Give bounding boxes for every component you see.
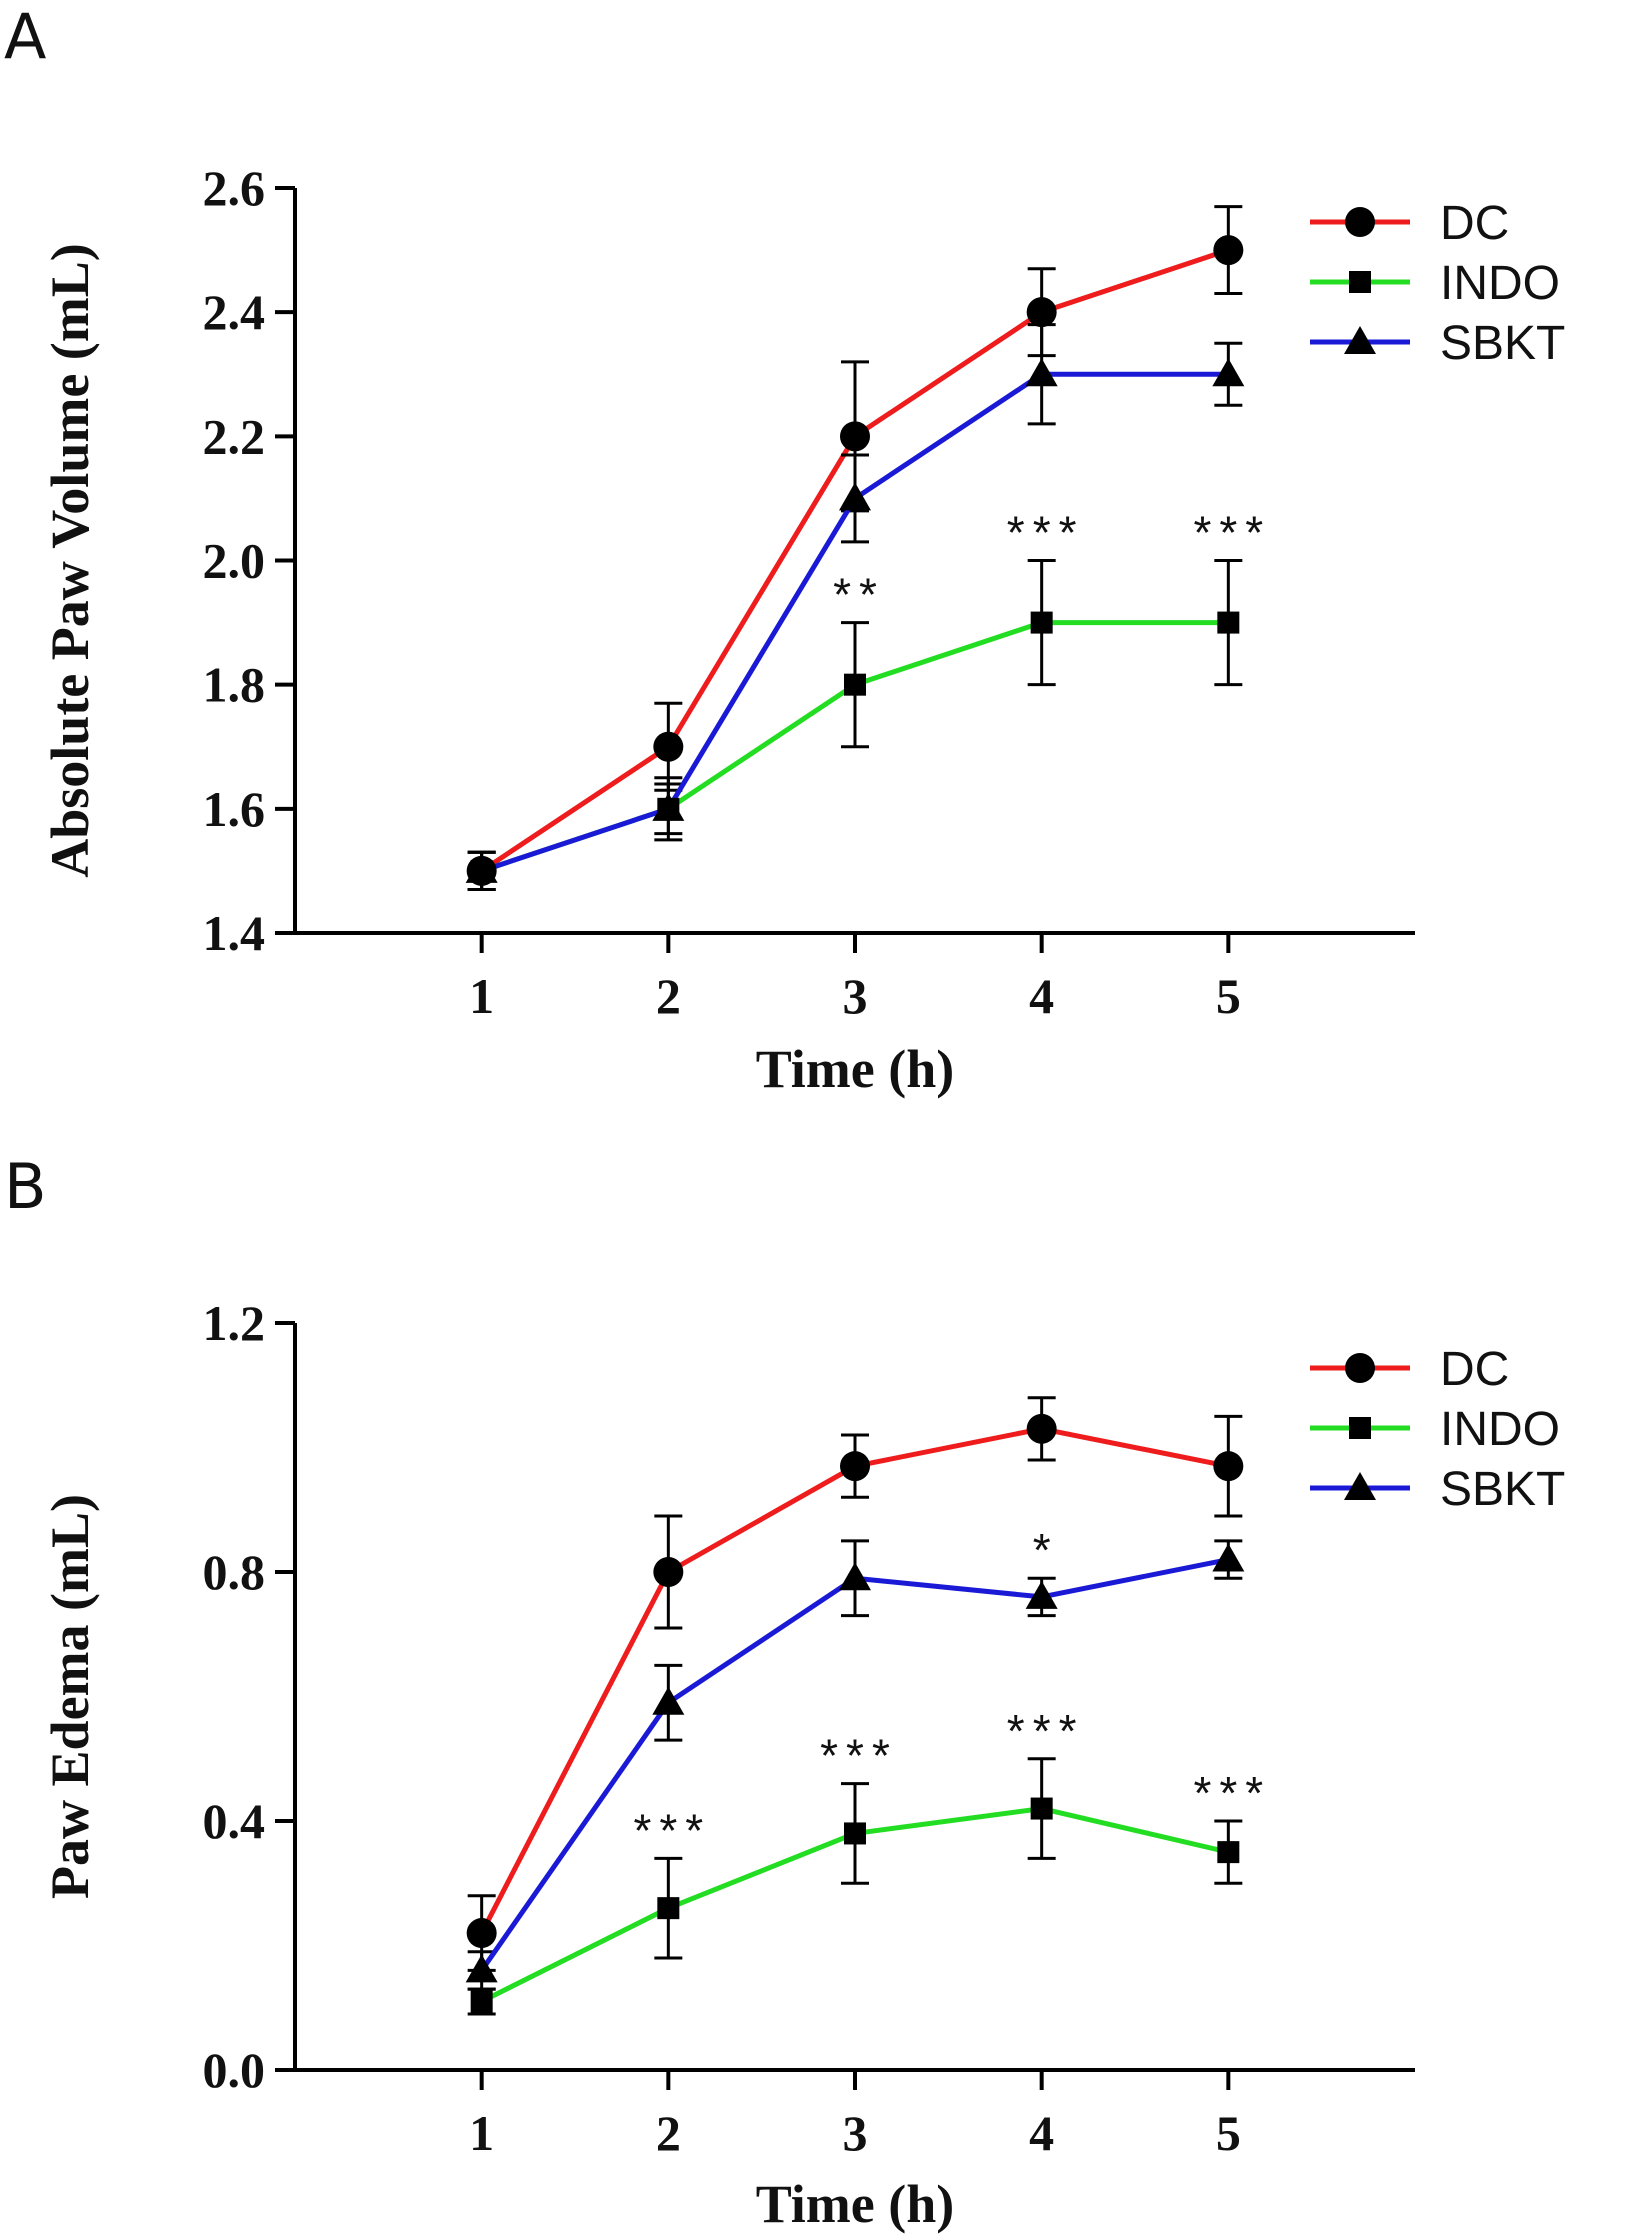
x-tick-label: 1 [469, 968, 494, 1024]
data-point-sbkt [652, 1686, 685, 1715]
legend: DC INDO SBKT [1310, 1343, 1565, 1516]
data-point-sbkt [1212, 358, 1245, 387]
data-point-sbkt [1025, 1580, 1058, 1609]
data-point-sbkt [1025, 358, 1058, 387]
legend-marker-indo [1349, 1417, 1371, 1439]
x-tick-label: 3 [843, 2105, 868, 2161]
legend-marker-indo [1349, 271, 1371, 293]
x-tick-label: 1 [469, 2105, 494, 2161]
significance-marker: * [1033, 1524, 1059, 1576]
x-axis-title: Time (h) [756, 2174, 955, 2234]
y-tick-label: 2.6 [203, 160, 266, 216]
legend-label-dc: DC [1440, 1343, 1509, 1396]
data-point-sbkt [652, 792, 685, 821]
legend-label-dc: DC [1440, 197, 1509, 250]
data-point-indo [1217, 1841, 1240, 1864]
data-point-indo [1030, 1797, 1053, 1820]
legend-label-sbkt: SBKT [1440, 1463, 1565, 1516]
y-tick-label: 1.2 [203, 1295, 266, 1351]
x-tick-label: 2 [656, 2105, 681, 2161]
significance-marker: *** [1193, 1767, 1271, 1819]
data-point-sbkt [465, 1954, 498, 1983]
y-axis-title: Paw Edema (mL) [40, 1494, 100, 1899]
x-tick-label: 3 [843, 968, 868, 1024]
y-tick-label: 2.2 [203, 408, 266, 464]
y-tick-label: 0.8 [203, 1544, 266, 1600]
y-tick-label: 0.4 [203, 1793, 266, 1849]
data-point-indo [844, 1822, 866, 1845]
data-point-dc [1026, 297, 1057, 328]
significance-marker: *** [633, 1804, 711, 1856]
x-tick-label: 4 [1029, 968, 1054, 1024]
data-point-indo [657, 1897, 680, 1920]
significance-marker: *** [1193, 507, 1271, 559]
chart-panel-a: 1.4 1.6 1.8 2.0 2.2 2.4 2.6 1 2 3 4 5 Time (h) Absolu… [40, 160, 1565, 1099]
legend-marker-sbkt [1344, 1472, 1376, 1500]
legend: DC INDO SBKT [1310, 197, 1565, 370]
data-point-sbkt [839, 482, 871, 511]
y-axis-title: Absolute Paw Volume (mL) [40, 243, 100, 878]
series-line-dc [480, 247, 1230, 873]
y-tick-label: 1.8 [203, 657, 266, 713]
series-dc [467, 205, 1243, 892]
chart-panel-b: 0.0 0.4 0.8 1.2 1 2 3 4 5 Time (h) Paw Edema (mL) *… [40, 1295, 1565, 2234]
series-indo [467, 1757, 1243, 2016]
data-point-sbkt [1212, 1543, 1245, 1572]
legend-label-indo: INDO [1440, 1403, 1560, 1456]
panel-label-b: B [4, 1150, 47, 1223]
significance-marker: *** [1007, 507, 1085, 559]
data-point-dc [840, 1451, 870, 1482]
x-axis-title: Time (h) [756, 1039, 955, 1099]
y-tick-label: 2.0 [203, 533, 266, 589]
data-point-dc [1213, 235, 1244, 266]
significance-marker: *** [820, 1730, 898, 1782]
data-point-indo [844, 673, 866, 696]
data-point-indo [470, 1990, 493, 2013]
legend-label-sbkt: SBKT [1440, 317, 1565, 370]
legend-marker-dc [1345, 1353, 1375, 1383]
data-point-dc [653, 731, 684, 762]
y-tick-label: 1.6 [203, 781, 266, 837]
x-tick-label: 5 [1216, 2105, 1241, 2161]
data-point-dc [1213, 1451, 1244, 1482]
x-tick-label: 4 [1029, 2105, 1054, 2161]
y-tick-label: 0.0 [203, 2042, 266, 2098]
data-point-dc [466, 1918, 497, 1949]
data-point-dc [840, 421, 870, 452]
data-point-indo [1217, 611, 1240, 634]
legend-label-indo: INDO [1440, 257, 1560, 310]
y-tick-label: 2.4 [203, 284, 266, 340]
x-tick-label: 5 [1216, 968, 1241, 1024]
data-point-sbkt [465, 854, 498, 883]
data-point-dc [1026, 1413, 1057, 1444]
data-point-sbkt [839, 1562, 871, 1591]
data-point-dc [653, 1557, 684, 1587]
legend-marker-dc [1345, 207, 1375, 237]
data-point-indo [1030, 611, 1053, 634]
significance-marker: ** [833, 569, 885, 621]
legend-marker-sbkt [1344, 326, 1376, 354]
y-tick-label: 1.4 [203, 905, 266, 961]
x-tick-label: 2 [656, 968, 681, 1024]
panel-label-a: A [4, 0, 46, 73]
significance-marker: *** [1007, 1705, 1085, 1757]
